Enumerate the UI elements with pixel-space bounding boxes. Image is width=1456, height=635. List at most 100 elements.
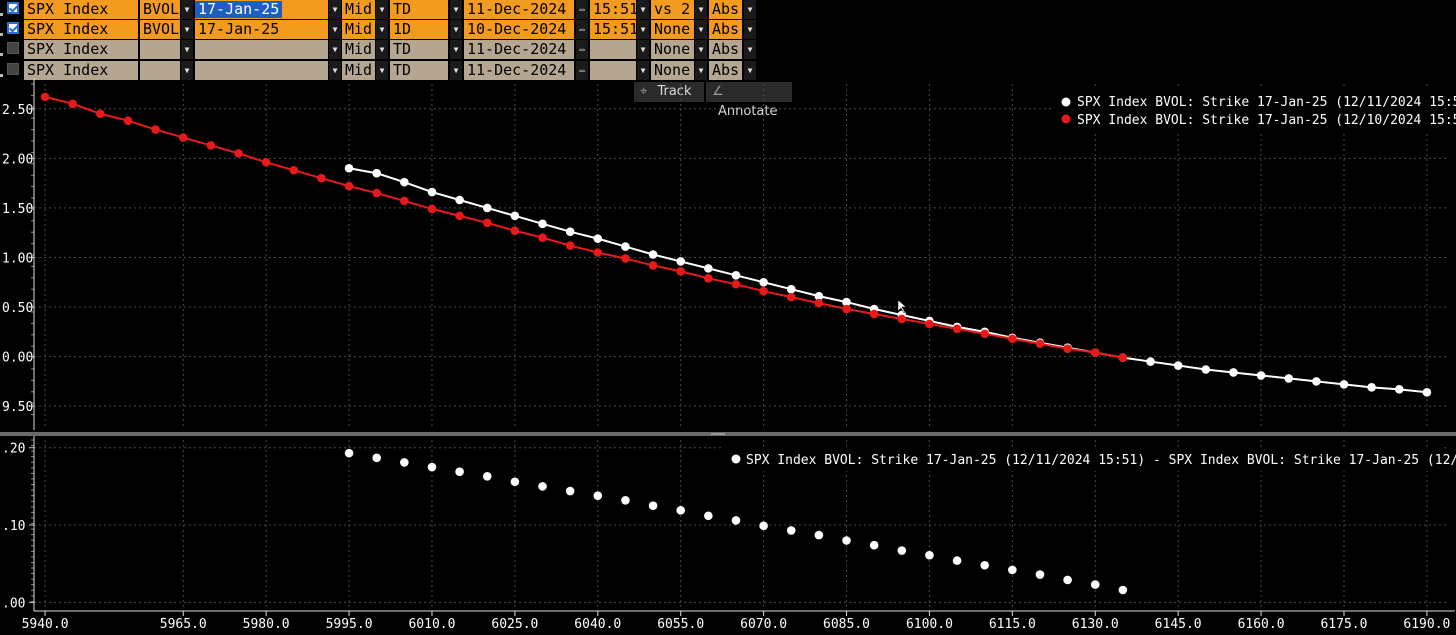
- dropdown-arrow-icon[interactable]: ▼: [450, 20, 462, 39]
- row-checkbox[interactable]: [7, 63, 19, 75]
- date-field[interactable]: 11-Dec-2024: [464, 40, 574, 59]
- data-point: [372, 453, 381, 463]
- x-tick-label: 6115.0: [989, 617, 1036, 632]
- data-point: [1339, 380, 1349, 389]
- time-field[interactable]: [590, 61, 636, 80]
- dropdown-arrow-icon[interactable]: ▼: [637, 20, 649, 39]
- data-point: [372, 168, 381, 178]
- dropdown-arrow-icon[interactable]: ▼: [376, 20, 388, 39]
- dropdown-arrow-icon[interactable]: ▼: [744, 40, 756, 59]
- data-point: [1367, 383, 1376, 392]
- period-select[interactable]: 1D: [390, 20, 448, 39]
- calendar-icon[interactable]: ▭: [576, 20, 588, 39]
- dropdown-arrow-icon[interactable]: ▼: [329, 61, 341, 80]
- expiry-field[interactable]: [195, 40, 328, 59]
- dropdown-arrow-icon[interactable]: ▼: [376, 40, 388, 59]
- dropdown-arrow-icon[interactable]: ▼: [329, 0, 341, 19]
- date-field[interactable]: 10-Dec-2024: [464, 20, 574, 39]
- expiry-field[interactable]: [195, 61, 328, 80]
- side-select[interactable]: Mid: [342, 61, 375, 80]
- dropdown-arrow-icon[interactable]: ▼: [744, 20, 756, 39]
- data-point: [455, 211, 464, 221]
- field-select[interactable]: BVOL: [140, 0, 180, 19]
- dropdown-arrow-icon[interactable]: ▼: [695, 20, 707, 39]
- y-tick-label: 2.00: [2, 152, 33, 167]
- dropdown-arrow-icon[interactable]: ▼: [181, 20, 193, 39]
- row-marker: [0, 33, 3, 36]
- period-select[interactable]: TD: [390, 40, 448, 59]
- dropdown-arrow-icon[interactable]: ▼: [450, 40, 462, 59]
- dropdown-arrow-icon[interactable]: ▼: [376, 61, 388, 80]
- side-select[interactable]: Mid: [342, 0, 375, 19]
- ticker-field[interactable]: SPX Index: [24, 0, 138, 19]
- expiry-selected-text[interactable]: 17-Jan-25: [195, 1, 283, 18]
- compare-select[interactable]: vs 2: [651, 0, 694, 19]
- data-point: [897, 314, 907, 324]
- field-select[interactable]: [140, 61, 180, 80]
- data-point: [814, 291, 824, 301]
- dropdown-arrow-icon[interactable]: ▼: [744, 0, 756, 19]
- date-field[interactable]: 11-Dec-2024: [464, 0, 574, 19]
- track-button[interactable]: ⌖ Track: [634, 82, 704, 102]
- compare-select[interactable]: None: [651, 20, 694, 39]
- upper-panel: 2.50 2.00 1.50 1.00 0.50 0.00 9.50: [2, 78, 1449, 430]
- x-tick-label: 6085.0: [823, 617, 870, 632]
- data-point: [704, 264, 713, 273]
- field-select[interactable]: BVOL: [140, 20, 180, 39]
- mode-select[interactable]: Abs: [709, 40, 742, 59]
- data-point: [786, 526, 796, 535]
- data-point: [1008, 565, 1017, 575]
- expiry-field[interactable]: 17-Jan-25: [195, 20, 328, 39]
- dropdown-arrow-icon[interactable]: ▼: [637, 61, 649, 80]
- time-field[interactable]: [590, 40, 636, 59]
- mode-select[interactable]: Abs: [709, 0, 742, 19]
- compare-select[interactable]: None: [651, 61, 694, 80]
- side-select[interactable]: Mid: [342, 40, 375, 59]
- side-select[interactable]: Mid: [342, 20, 375, 39]
- data-point: [510, 477, 520, 487]
- calendar-icon[interactable]: ▭: [576, 0, 588, 19]
- dropdown-arrow-icon[interactable]: ▼: [744, 61, 756, 80]
- period-select[interactable]: TD: [390, 61, 448, 80]
- dropdown-arrow-icon[interactable]: ▼: [450, 61, 462, 80]
- annotate-button[interactable]: ∠ Annotate: [706, 82, 792, 119]
- expiry-field[interactable]: 17-Jan-25: [195, 0, 328, 19]
- legend-marker-diff: [731, 454, 741, 464]
- row-checkbox[interactable]: [7, 22, 19, 34]
- data-point: [1256, 371, 1266, 380]
- dropdown-arrow-icon[interactable]: ▼: [181, 40, 193, 59]
- dropdown-arrow-icon[interactable]: ▼: [181, 0, 193, 19]
- ticker-field[interactable]: SPX Index: [24, 20, 138, 39]
- date-field[interactable]: 11-Dec-2024: [464, 61, 574, 80]
- mode-select[interactable]: Abs: [709, 20, 742, 39]
- mode-select[interactable]: Abs: [709, 61, 742, 80]
- field-select[interactable]: [140, 40, 180, 59]
- data-point: [676, 267, 685, 276]
- data-point: [427, 462, 437, 472]
- row-checkbox[interactable]: [7, 2, 19, 14]
- dropdown-arrow-icon[interactable]: ▼: [329, 40, 341, 59]
- dropdown-arrow-icon[interactable]: ▼: [450, 0, 462, 19]
- calendar-icon[interactable]: ▭: [576, 40, 588, 59]
- compare-select[interactable]: None: [651, 40, 694, 59]
- dropdown-arrow-icon[interactable]: ▼: [695, 0, 707, 19]
- dropdown-arrow-icon[interactable]: ▼: [181, 61, 193, 80]
- dropdown-arrow-icon[interactable]: ▼: [329, 20, 341, 39]
- data-point: [980, 327, 990, 337]
- data-point: [344, 181, 354, 191]
- dropdown-arrow-icon[interactable]: ▼: [376, 0, 388, 19]
- dropdown-arrow-icon[interactable]: ▼: [637, 40, 649, 59]
- time-field[interactable]: 15:51: [590, 0, 636, 19]
- legend-label-diff: SPX Index BVOL: Strike 17-Jan-25 (12/11/…: [746, 453, 1456, 468]
- dropdown-arrow-icon[interactable]: ▼: [695, 61, 707, 80]
- period-select[interactable]: TD: [390, 0, 448, 19]
- ticker-field[interactable]: SPX Index: [24, 40, 138, 59]
- dropdown-arrow-icon[interactable]: ▼: [695, 40, 707, 59]
- row-checkbox[interactable]: [7, 42, 19, 54]
- calendar-icon[interactable]: ▭: [576, 61, 588, 80]
- data-point: [400, 177, 409, 187]
- dropdown-arrow-icon[interactable]: ▼: [637, 0, 649, 19]
- time-field[interactable]: 15:51: [590, 20, 636, 39]
- data-point: [731, 279, 741, 289]
- ticker-field[interactable]: SPX Index: [24, 61, 138, 80]
